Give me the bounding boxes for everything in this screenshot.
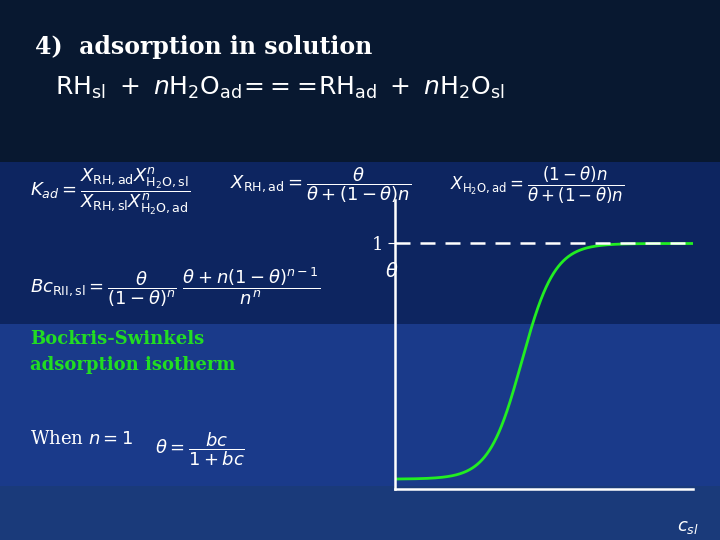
- Text: $Bc_{\mathrm{RII,sl}}=\dfrac{\theta}{(1-\theta)^n}\ \dfrac{\theta+n(1-\theta)^{n: $Bc_{\mathrm{RII,sl}}=\dfrac{\theta}{(1-…: [30, 265, 320, 309]
- Text: 4)  adsorption in solution: 4) adsorption in solution: [35, 35, 372, 59]
- Text: Bockris-Swinkels
adsorption isotherm: Bockris-Swinkels adsorption isotherm: [30, 330, 235, 374]
- Bar: [0, 0, 720, 162]
- Text: $X_{\mathrm{H_2O,ad}}=\dfrac{(1-\theta)n}{\theta+(1-\theta)n}$: $X_{\mathrm{H_2O,ad}}=\dfrac{(1-\theta)n…: [450, 165, 624, 206]
- Text: When $n=1$: When $n=1$: [30, 430, 133, 448]
- Text: $c_{sl}$: $c_{sl}$: [678, 517, 699, 536]
- Text: $X_{\mathrm{RH,ad}}=\dfrac{\theta}{\theta+(1-\theta)n}$: $X_{\mathrm{RH,ad}}=\dfrac{\theta}{\thet…: [230, 165, 411, 205]
- Text: $\theta$: $\theta$: [385, 262, 399, 281]
- Bar: [0, 486, 720, 540]
- Bar: [0, 324, 720, 486]
- Text: $K_{ad}=\dfrac{X_{\mathrm{RH,ad}}X^n_{\mathrm{H_2O,sl}}}{X_{\mathrm{RH,sl}}X^n_{: $K_{ad}=\dfrac{X_{\mathrm{RH,ad}}X^n_{\m…: [30, 165, 190, 217]
- Text: $\theta=\dfrac{bc}{1+bc}$: $\theta=\dfrac{bc}{1+bc}$: [155, 430, 245, 468]
- Text: $\mathrm{RH_{sl}\ +\ }n\mathrm{H_2O_{ad}\!=\!=\!=\!RH_{ad}\ +\ }n\mathrm{H_2O_{s: $\mathrm{RH_{sl}\ +\ }n\mathrm{H_2O_{ad}…: [55, 75, 505, 101]
- Bar: [0, 162, 720, 324]
